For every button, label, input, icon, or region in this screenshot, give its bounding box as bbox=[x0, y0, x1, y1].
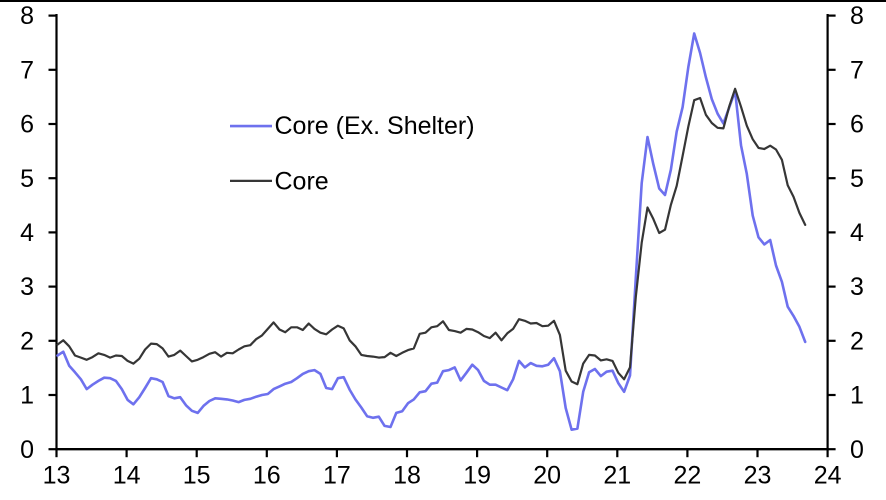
svg-text:6: 6 bbox=[20, 111, 34, 139]
svg-text:6: 6 bbox=[850, 111, 864, 139]
svg-text:22: 22 bbox=[673, 462, 701, 490]
svg-text:5: 5 bbox=[20, 165, 34, 193]
svg-text:19: 19 bbox=[463, 462, 491, 490]
svg-text:Core (Ex. Shelter): Core (Ex. Shelter) bbox=[275, 112, 475, 140]
svg-text:7: 7 bbox=[20, 56, 34, 84]
svg-text:24: 24 bbox=[814, 462, 842, 490]
svg-text:21: 21 bbox=[603, 462, 631, 490]
svg-text:8: 8 bbox=[20, 2, 34, 30]
svg-text:15: 15 bbox=[183, 462, 211, 490]
svg-text:18: 18 bbox=[393, 462, 421, 490]
svg-text:0: 0 bbox=[850, 436, 864, 464]
svg-text:2: 2 bbox=[850, 327, 864, 355]
svg-text:17: 17 bbox=[323, 462, 351, 490]
svg-text:4: 4 bbox=[20, 219, 34, 247]
svg-text:13: 13 bbox=[43, 462, 71, 490]
svg-text:16: 16 bbox=[253, 462, 281, 490]
svg-text:5: 5 bbox=[850, 165, 864, 193]
svg-text:14: 14 bbox=[113, 462, 141, 490]
svg-text:1: 1 bbox=[850, 382, 864, 410]
svg-text:8: 8 bbox=[850, 2, 864, 30]
svg-text:20: 20 bbox=[533, 462, 561, 490]
svg-text:4: 4 bbox=[850, 219, 864, 247]
svg-text:2: 2 bbox=[20, 327, 34, 355]
svg-text:3: 3 bbox=[20, 273, 34, 301]
svg-text:3: 3 bbox=[850, 273, 864, 301]
svg-text:1: 1 bbox=[20, 382, 34, 410]
svg-text:Core: Core bbox=[275, 168, 329, 196]
svg-text:7: 7 bbox=[850, 56, 864, 84]
svg-text:0: 0 bbox=[20, 436, 34, 464]
svg-text:23: 23 bbox=[744, 462, 772, 490]
